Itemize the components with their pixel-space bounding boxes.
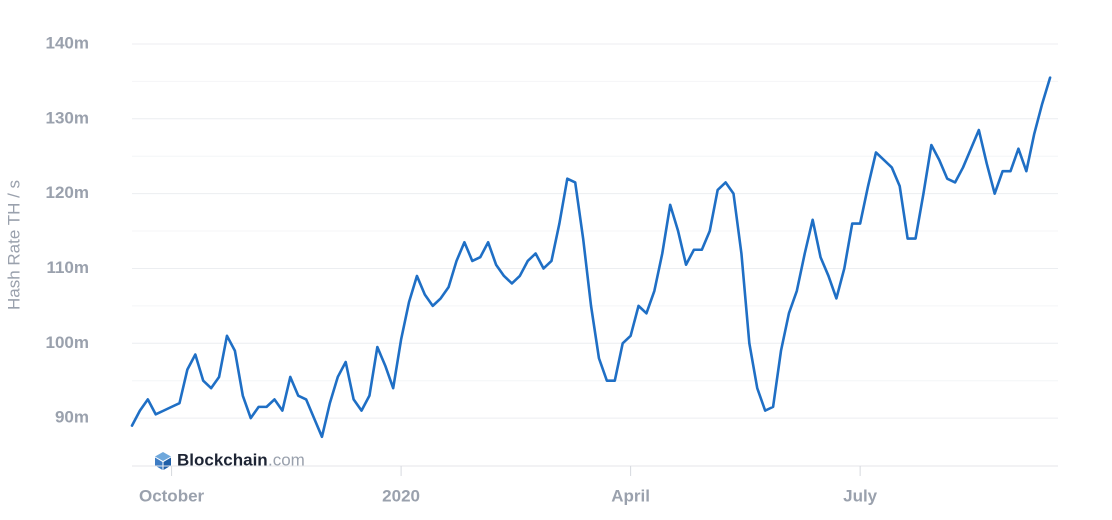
x-tick-label: 2020 [382, 486, 420, 505]
y-tick-label: 90m [55, 408, 89, 427]
x-tick-label: April [611, 486, 650, 505]
x-tick-label: July [843, 486, 878, 505]
y-tick-label: 140m [46, 33, 89, 52]
x-tick-label: October [139, 486, 205, 505]
y-tick-label: 100m [46, 333, 89, 352]
y-tick-label: 110m [46, 258, 89, 277]
y-tick-label: 120m [46, 183, 89, 202]
watermark-logo [155, 452, 171, 470]
line-series [130, 76, 1052, 439]
y-axis-label: Hash Rate TH / s [4, 180, 23, 310]
watermark-suffix: .com [268, 450, 305, 469]
watermark-name: Blockchain [177, 450, 268, 469]
y-tick-label: 130m [46, 108, 89, 127]
